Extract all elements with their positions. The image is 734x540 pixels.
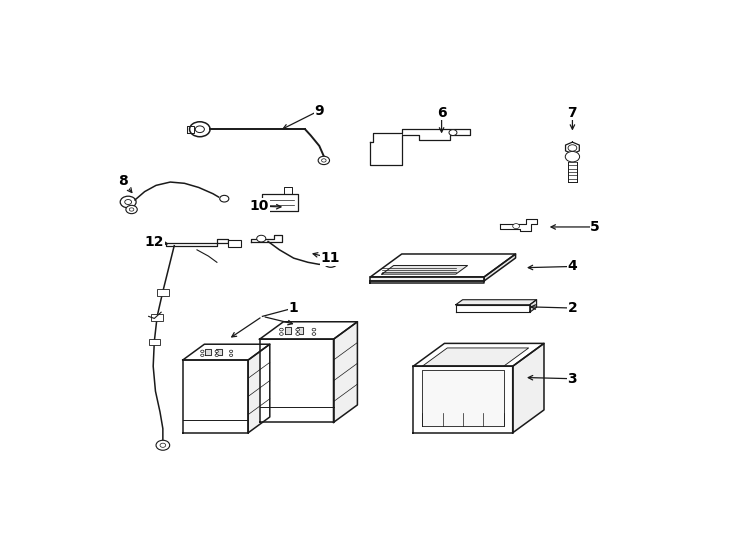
Circle shape <box>156 440 170 450</box>
Circle shape <box>219 195 229 202</box>
Circle shape <box>321 159 326 162</box>
Circle shape <box>296 328 299 331</box>
Polygon shape <box>484 254 515 281</box>
Circle shape <box>318 156 330 165</box>
Polygon shape <box>371 129 470 165</box>
Polygon shape <box>166 239 228 246</box>
Circle shape <box>195 126 204 133</box>
Polygon shape <box>260 322 357 339</box>
Polygon shape <box>206 349 211 355</box>
Circle shape <box>324 258 338 267</box>
Polygon shape <box>413 343 544 366</box>
Text: 9: 9 <box>314 104 324 118</box>
Circle shape <box>449 130 457 136</box>
Circle shape <box>280 328 283 331</box>
Polygon shape <box>187 126 194 133</box>
Text: 1: 1 <box>288 301 299 315</box>
Text: 4: 4 <box>567 259 578 273</box>
Polygon shape <box>333 322 357 422</box>
Bar <box>151 314 163 321</box>
Text: 5: 5 <box>590 220 600 234</box>
Polygon shape <box>456 300 537 305</box>
Polygon shape <box>217 349 222 355</box>
Circle shape <box>126 205 137 214</box>
Polygon shape <box>371 281 484 283</box>
Text: 12: 12 <box>145 234 164 248</box>
Polygon shape <box>251 235 283 241</box>
Polygon shape <box>257 198 265 207</box>
Text: 7: 7 <box>567 106 577 120</box>
Text: 10: 10 <box>250 199 269 213</box>
Polygon shape <box>284 187 292 194</box>
Circle shape <box>215 350 218 353</box>
Bar <box>148 339 160 346</box>
Polygon shape <box>422 348 528 366</box>
Circle shape <box>568 145 577 151</box>
Circle shape <box>280 333 283 335</box>
Polygon shape <box>371 277 484 281</box>
Polygon shape <box>248 344 270 433</box>
Circle shape <box>513 224 520 228</box>
Circle shape <box>230 354 233 356</box>
Circle shape <box>120 196 136 208</box>
Circle shape <box>215 354 218 356</box>
Text: 11: 11 <box>321 251 341 265</box>
Polygon shape <box>183 360 248 433</box>
Circle shape <box>257 235 266 242</box>
Circle shape <box>312 333 316 335</box>
Polygon shape <box>565 142 579 154</box>
Polygon shape <box>413 366 513 433</box>
Polygon shape <box>285 327 291 334</box>
Circle shape <box>565 151 580 162</box>
Text: 3: 3 <box>567 372 577 386</box>
Circle shape <box>200 350 204 353</box>
Polygon shape <box>371 254 515 277</box>
Polygon shape <box>530 300 537 312</box>
Circle shape <box>125 199 131 205</box>
Polygon shape <box>260 339 333 422</box>
Polygon shape <box>456 305 530 312</box>
Polygon shape <box>513 343 544 433</box>
Circle shape <box>200 354 204 356</box>
Circle shape <box>296 333 299 335</box>
Circle shape <box>312 328 316 331</box>
Polygon shape <box>382 266 468 274</box>
Circle shape <box>258 200 265 205</box>
Bar <box>157 289 169 295</box>
Polygon shape <box>297 327 303 334</box>
Text: 8: 8 <box>118 174 128 188</box>
Circle shape <box>189 122 210 137</box>
Text: 2: 2 <box>567 301 578 315</box>
Circle shape <box>160 443 166 447</box>
Polygon shape <box>422 369 504 426</box>
Polygon shape <box>183 344 270 360</box>
Polygon shape <box>262 194 298 211</box>
Bar <box>228 240 241 246</box>
Text: 6: 6 <box>437 106 446 120</box>
Circle shape <box>328 260 333 265</box>
Circle shape <box>230 350 233 353</box>
Polygon shape <box>500 219 537 231</box>
Circle shape <box>129 208 134 211</box>
